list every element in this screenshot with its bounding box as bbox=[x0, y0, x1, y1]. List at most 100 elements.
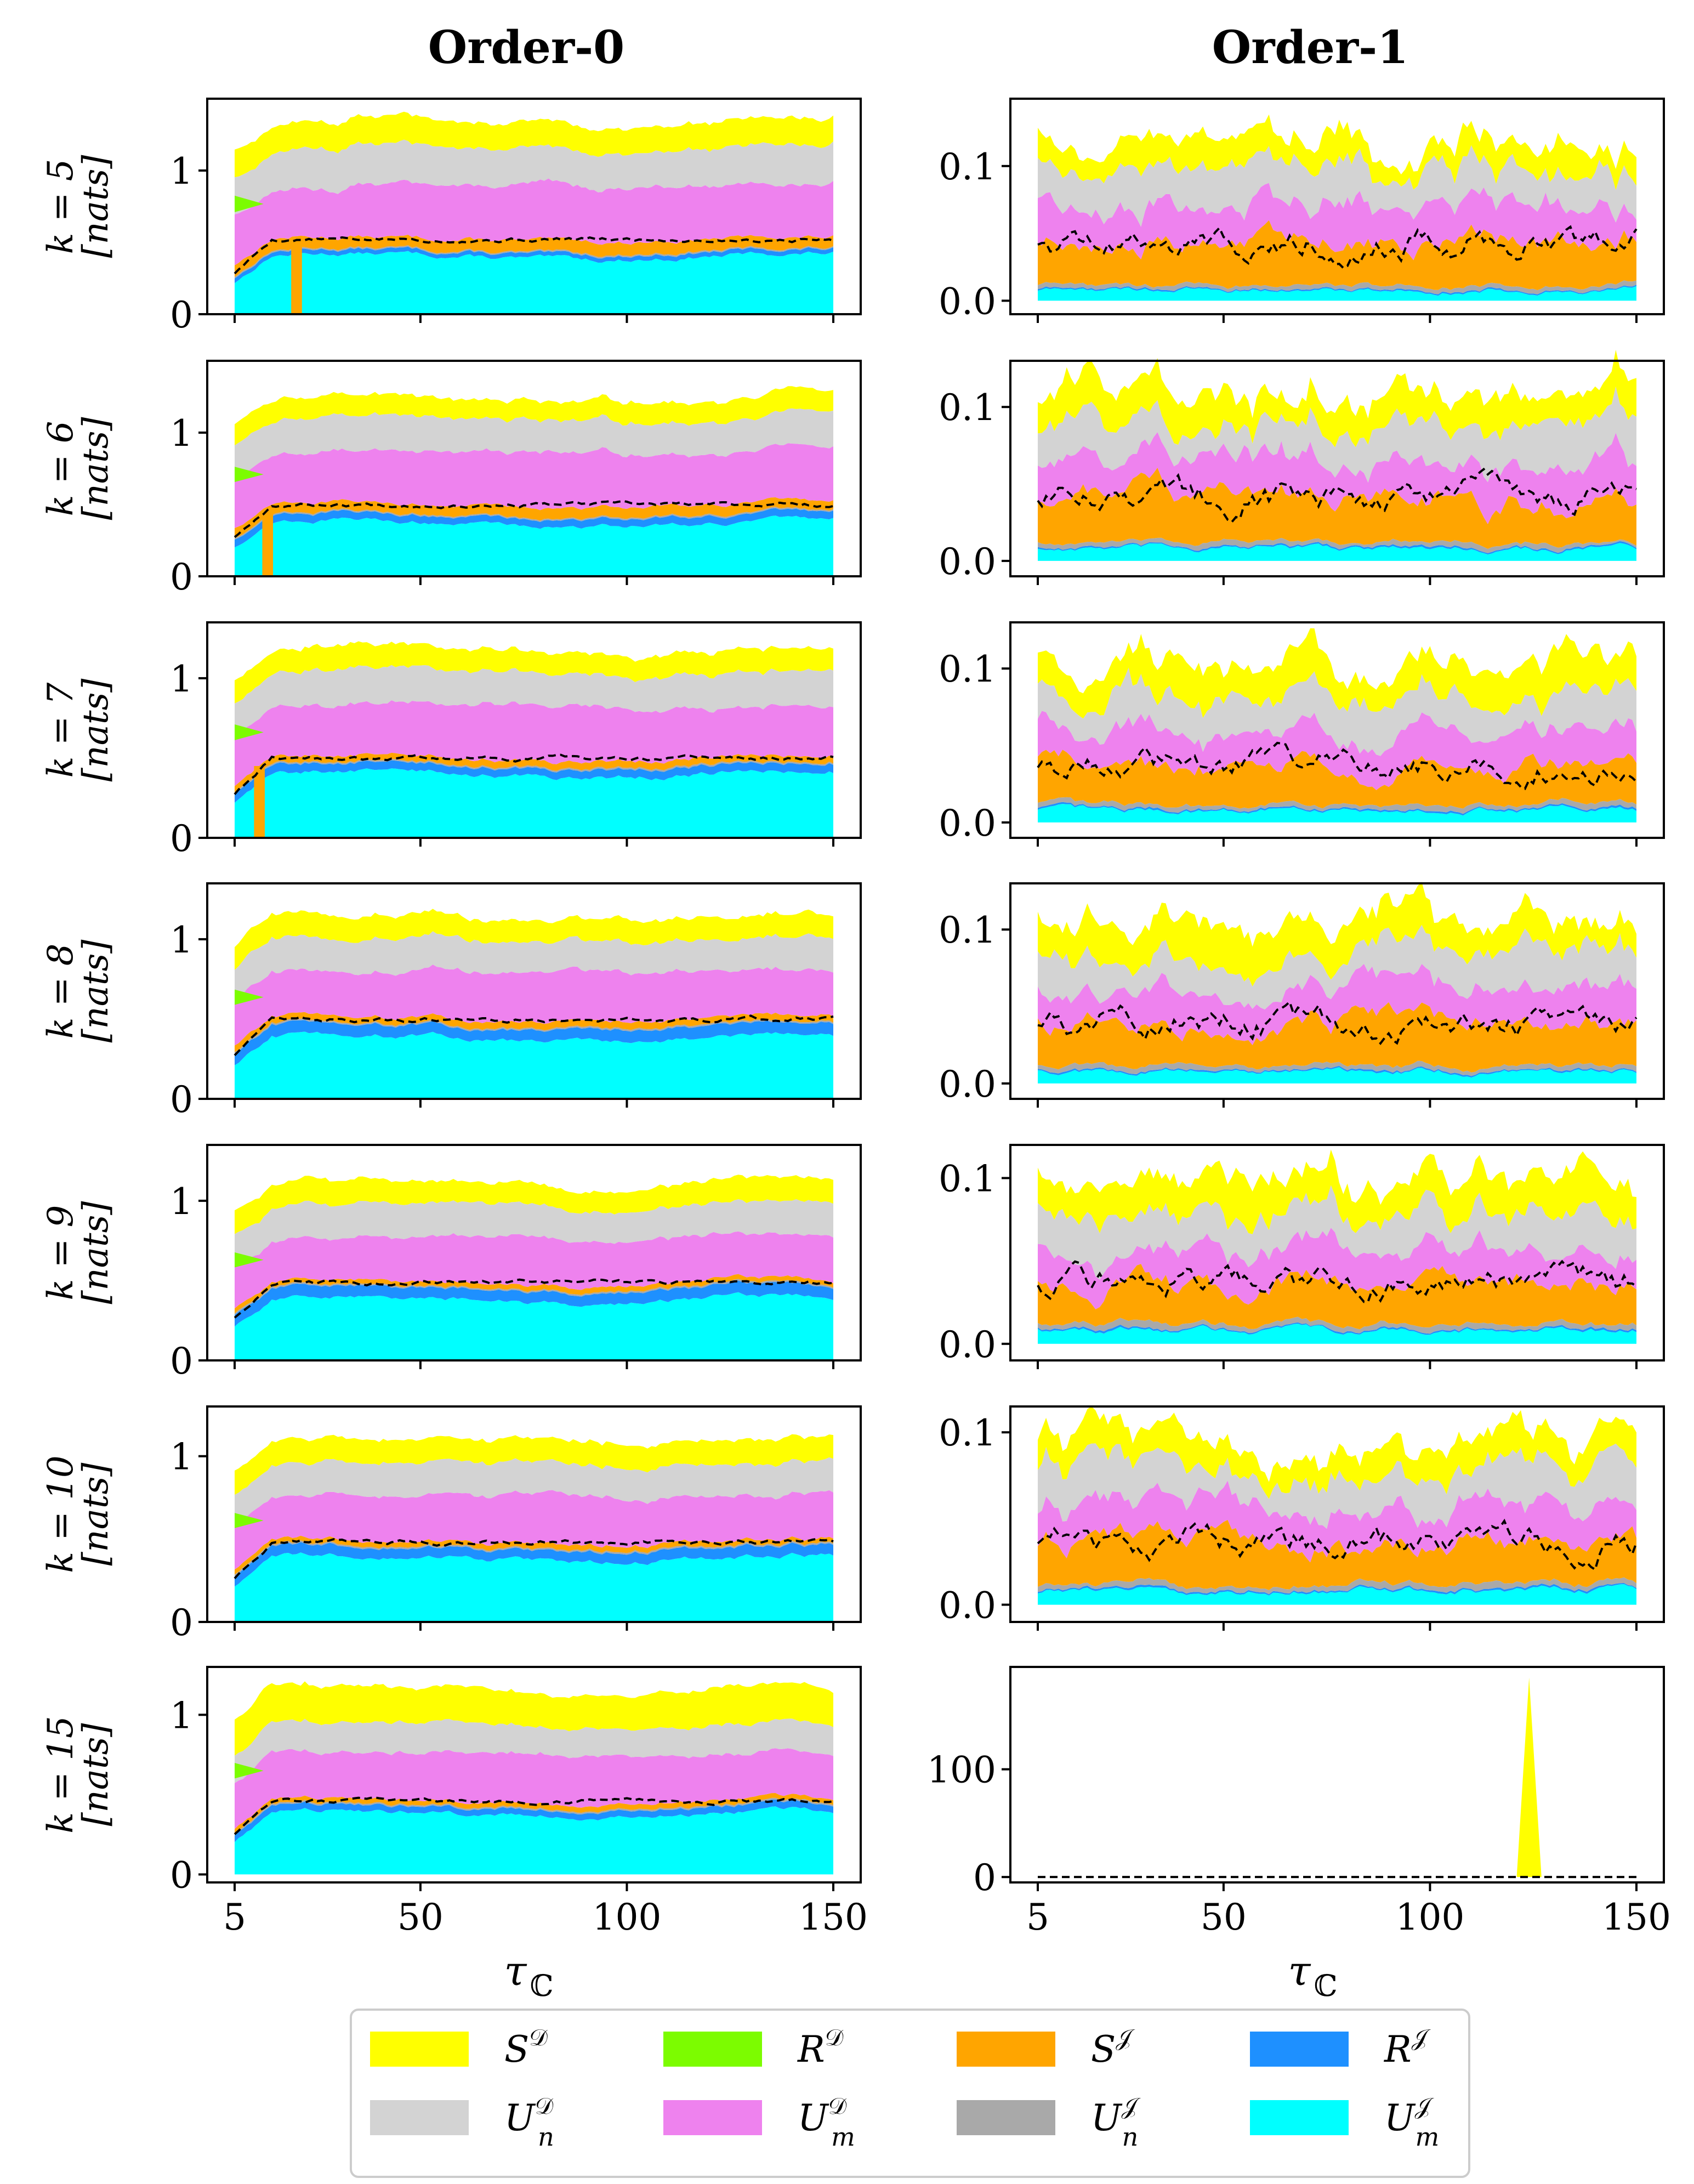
axes-frame bbox=[206, 1405, 862, 1623]
area-Um_D bbox=[235, 700, 833, 786]
area-Um_D bbox=[1038, 183, 1636, 260]
area-Um_D bbox=[235, 178, 833, 265]
area-R_D-start bbox=[235, 989, 264, 1005]
x-tick-label: 50 bbox=[1201, 1896, 1247, 1938]
area-Un_J bbox=[1038, 1317, 1636, 1334]
panel-order-0-k-15: 0 1 5 50 100 150 k = 15[nats] bbox=[41, 1666, 868, 1938]
area-R_J bbox=[235, 1799, 833, 1842]
row-label-unit: [nats] bbox=[76, 155, 116, 258]
y-tick-label: 0.1 bbox=[939, 1158, 996, 1200]
spike-0 bbox=[262, 512, 274, 576]
area-Un_D bbox=[1038, 1185, 1636, 1280]
y-tick-label: 0.0 bbox=[939, 1063, 996, 1105]
area-Un_J bbox=[1038, 280, 1636, 294]
area-R_D-start bbox=[235, 1763, 264, 1779]
axes-frame bbox=[1009, 98, 1665, 315]
y-tick-label: 0.1 bbox=[939, 648, 996, 690]
area-Un_J bbox=[235, 758, 833, 795]
area-S_J bbox=[235, 497, 833, 538]
panel-order-1-k-9: 0.0 0.1 bbox=[939, 1144, 1665, 1369]
row-label: k = 10[nats] bbox=[41, 1455, 116, 1573]
area-S_D bbox=[1038, 1406, 1636, 1499]
area-S_D bbox=[1038, 882, 1636, 986]
area-R_D-start bbox=[235, 724, 264, 740]
y-tick-label: 100 bbox=[927, 1749, 996, 1791]
y-tick-label: 1 bbox=[170, 1181, 193, 1223]
legend-swatch-Um_D bbox=[663, 2100, 762, 2135]
row-label-k: k = 5 bbox=[41, 159, 81, 254]
area-Um_J bbox=[1038, 543, 1636, 561]
area-Um_D bbox=[1038, 963, 1636, 1045]
axes-frame bbox=[1009, 1144, 1665, 1362]
y-tick-label: 0 bbox=[170, 1340, 193, 1382]
y-tick-label: 0 bbox=[170, 1079, 193, 1121]
x-tick-label: 150 bbox=[1602, 1896, 1671, 1938]
row-label-unit: [nats] bbox=[76, 1201, 116, 1304]
legend-swatch-S_J bbox=[957, 2032, 1055, 2067]
area-Um_D bbox=[235, 1231, 833, 1309]
dashed-total-line bbox=[234, 1538, 834, 1579]
legend-swatch-Un_J bbox=[957, 2100, 1055, 2135]
y-tick-label: 1 bbox=[170, 658, 193, 700]
area-Un_J bbox=[1038, 797, 1636, 814]
area-S_D bbox=[235, 909, 833, 970]
area-R_D-start bbox=[235, 1513, 264, 1528]
row-label: k = 9[nats] bbox=[41, 1201, 116, 1304]
dashed-total-line bbox=[1037, 1518, 1638, 1572]
area-Um_J bbox=[235, 251, 833, 314]
y-tick-label: 0 bbox=[170, 294, 193, 336]
x-axis-label-sub-0: ℂ bbox=[530, 1969, 554, 2003]
panel-order-0-k-6: 0 1 k = 6[nats] bbox=[41, 360, 862, 598]
row-label: k = 15[nats] bbox=[41, 1716, 116, 1834]
area-S_D bbox=[235, 1175, 833, 1234]
spike-0 bbox=[291, 247, 302, 314]
panel-order-1-k-10: 0.0 0.1 bbox=[939, 1405, 1665, 1631]
panel-order-1-k-7: 0.0 0.1 bbox=[939, 621, 1665, 847]
area-Um_J bbox=[1038, 1067, 1636, 1084]
panel-order-1-k-15: 0 100 5 50 100 150 bbox=[927, 1666, 1671, 1938]
x-tick-label: 50 bbox=[397, 1896, 444, 1938]
y-tick-label: 1 bbox=[170, 1694, 193, 1737]
area-Um_J bbox=[1038, 1324, 1636, 1344]
area-R_J bbox=[235, 1020, 833, 1065]
area-Um_J bbox=[1038, 1584, 1636, 1605]
column-title-order-1: Order-1 bbox=[1212, 21, 1408, 74]
area-S_J bbox=[1038, 467, 1636, 549]
y-tick-label: 0 bbox=[170, 818, 193, 860]
x-tick-label: 5 bbox=[223, 1896, 246, 1938]
x-tick-label: 150 bbox=[799, 1896, 868, 1938]
y-tick-label: 0.0 bbox=[939, 802, 996, 844]
y-tick-label: 1 bbox=[170, 412, 193, 455]
axes-frame bbox=[206, 360, 862, 577]
y-tick-label: 1 bbox=[170, 919, 193, 961]
area-S_J bbox=[1038, 220, 1636, 291]
axes-frame bbox=[206, 98, 862, 315]
area-Un_D bbox=[235, 408, 833, 479]
y-tick-label: 0.1 bbox=[939, 1412, 996, 1454]
area-Un_D bbox=[235, 1199, 833, 1266]
panel-order-0-k-5: 0 1 k = 5[nats] bbox=[41, 98, 862, 336]
area-Un_D bbox=[1038, 1443, 1636, 1529]
legend-swatch-R_J bbox=[1250, 2032, 1349, 2067]
x-tick-label: 5 bbox=[1026, 1896, 1049, 1938]
panel-order-0-k-8: 0 1 k = 8[nats] bbox=[41, 882, 862, 1121]
area-Un_D bbox=[1038, 924, 1636, 1009]
axes-frame bbox=[206, 882, 862, 1100]
area-S_J bbox=[1038, 750, 1636, 809]
legend-label-Um_D: U𝒟 m bbox=[798, 2092, 855, 2152]
legend-frame bbox=[350, 2009, 1470, 2178]
y-tick-label: 0 bbox=[973, 1857, 996, 1899]
area-Um_J bbox=[235, 768, 833, 838]
row-label-unit: [nats] bbox=[76, 417, 116, 520]
y-tick-label: 0.0 bbox=[939, 541, 996, 583]
area-S_D bbox=[235, 111, 833, 178]
spike-0 bbox=[254, 766, 265, 838]
y-tick-label: 1 bbox=[170, 150, 193, 192]
area-Um_D bbox=[235, 1748, 833, 1829]
x-axis-label-1: τ bbox=[1288, 1948, 1311, 1995]
row-label-k: k = 6 bbox=[41, 421, 81, 517]
area-Um_J bbox=[235, 515, 833, 576]
panel-order-1-k-5: 0.0 0.1 bbox=[939, 98, 1665, 323]
row-label: k = 7[nats] bbox=[41, 678, 116, 782]
